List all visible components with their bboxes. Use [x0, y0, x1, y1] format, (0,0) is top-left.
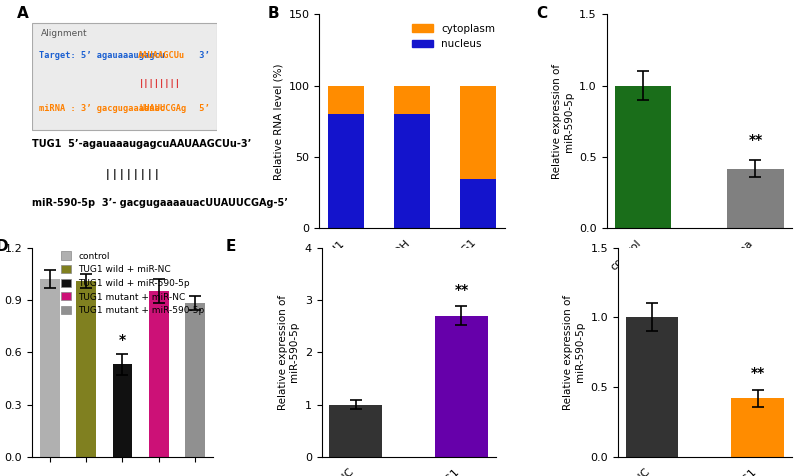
Bar [460, 178, 496, 228]
Bar [727, 169, 783, 228]
Y-axis label: Relative expression of
miR-590-5p: Relative expression of miR-590-5p [563, 295, 585, 410]
Bar [615, 86, 671, 228]
Text: **: ** [750, 366, 765, 380]
Text: 5’: 5’ [194, 104, 210, 113]
Bar [328, 114, 364, 228]
Text: miR-590-5p  3’- gacgugaaaauacUUAUUCGAg-5’: miR-590-5p 3’- gacgugaaaauacUUAUUCGAg-5’ [32, 198, 288, 208]
Bar [435, 316, 488, 457]
Text: D: D [0, 239, 9, 254]
Text: AAUAAGCUu: AAUAAGCUu [138, 51, 185, 60]
Bar [40, 279, 60, 457]
Bar [149, 291, 169, 457]
Text: *: * [119, 333, 126, 347]
Y-axis label: Relative expression of
miR-590-5p: Relative expression of miR-590-5p [278, 295, 299, 410]
Text: Target: 5’ agauaaaugagcu: Target: 5’ agauaaaugagcu [39, 51, 166, 60]
Text: ||||||||: |||||||| [138, 79, 181, 88]
Y-axis label: Relative expression of
miR-590-5p: Relative expression of miR-590-5p [552, 64, 574, 179]
Y-axis label: Relative RNA level (%): Relative RNA level (%) [273, 63, 283, 179]
Text: Alignment: Alignment [42, 30, 88, 38]
Bar [113, 365, 133, 457]
Text: **: ** [748, 133, 762, 147]
Bar [460, 86, 496, 178]
Bar [185, 303, 205, 457]
Legend: control, TUG1 wild + miR-NC, TUG1 wild + miR-590-5p, TUG1 mutant + miR-NC, TUG1 : control, TUG1 wild + miR-NC, TUG1 wild +… [57, 248, 209, 319]
Text: | | | | | | | |: | | | | | | | | [106, 169, 158, 179]
Text: E: E [226, 239, 236, 254]
Text: **: ** [454, 283, 469, 297]
Bar [394, 86, 430, 114]
Text: UUAUUCGAg: UUAUUCGAg [139, 104, 186, 113]
Text: 3’: 3’ [194, 51, 210, 60]
Legend: cytoplasm, nucleus: cytoplasm, nucleus [408, 20, 499, 53]
Bar [330, 405, 382, 457]
Bar [394, 114, 430, 228]
Text: A: A [17, 6, 29, 21]
Bar [76, 281, 96, 457]
Bar [626, 317, 678, 457]
Text: miRNA : 3’ gacgugaaaauac: miRNA : 3’ gacgugaaaauac [39, 104, 166, 113]
Bar [328, 86, 364, 114]
Bar [731, 398, 784, 457]
Text: TUG1  5’-agauaaaugagcuAAUAAGCUu-3’: TUG1 5’-agauaaaugagcuAAUAAGCUu-3’ [32, 139, 251, 149]
Text: B: B [267, 6, 279, 21]
FancyBboxPatch shape [32, 23, 218, 130]
Text: C: C [536, 6, 547, 21]
